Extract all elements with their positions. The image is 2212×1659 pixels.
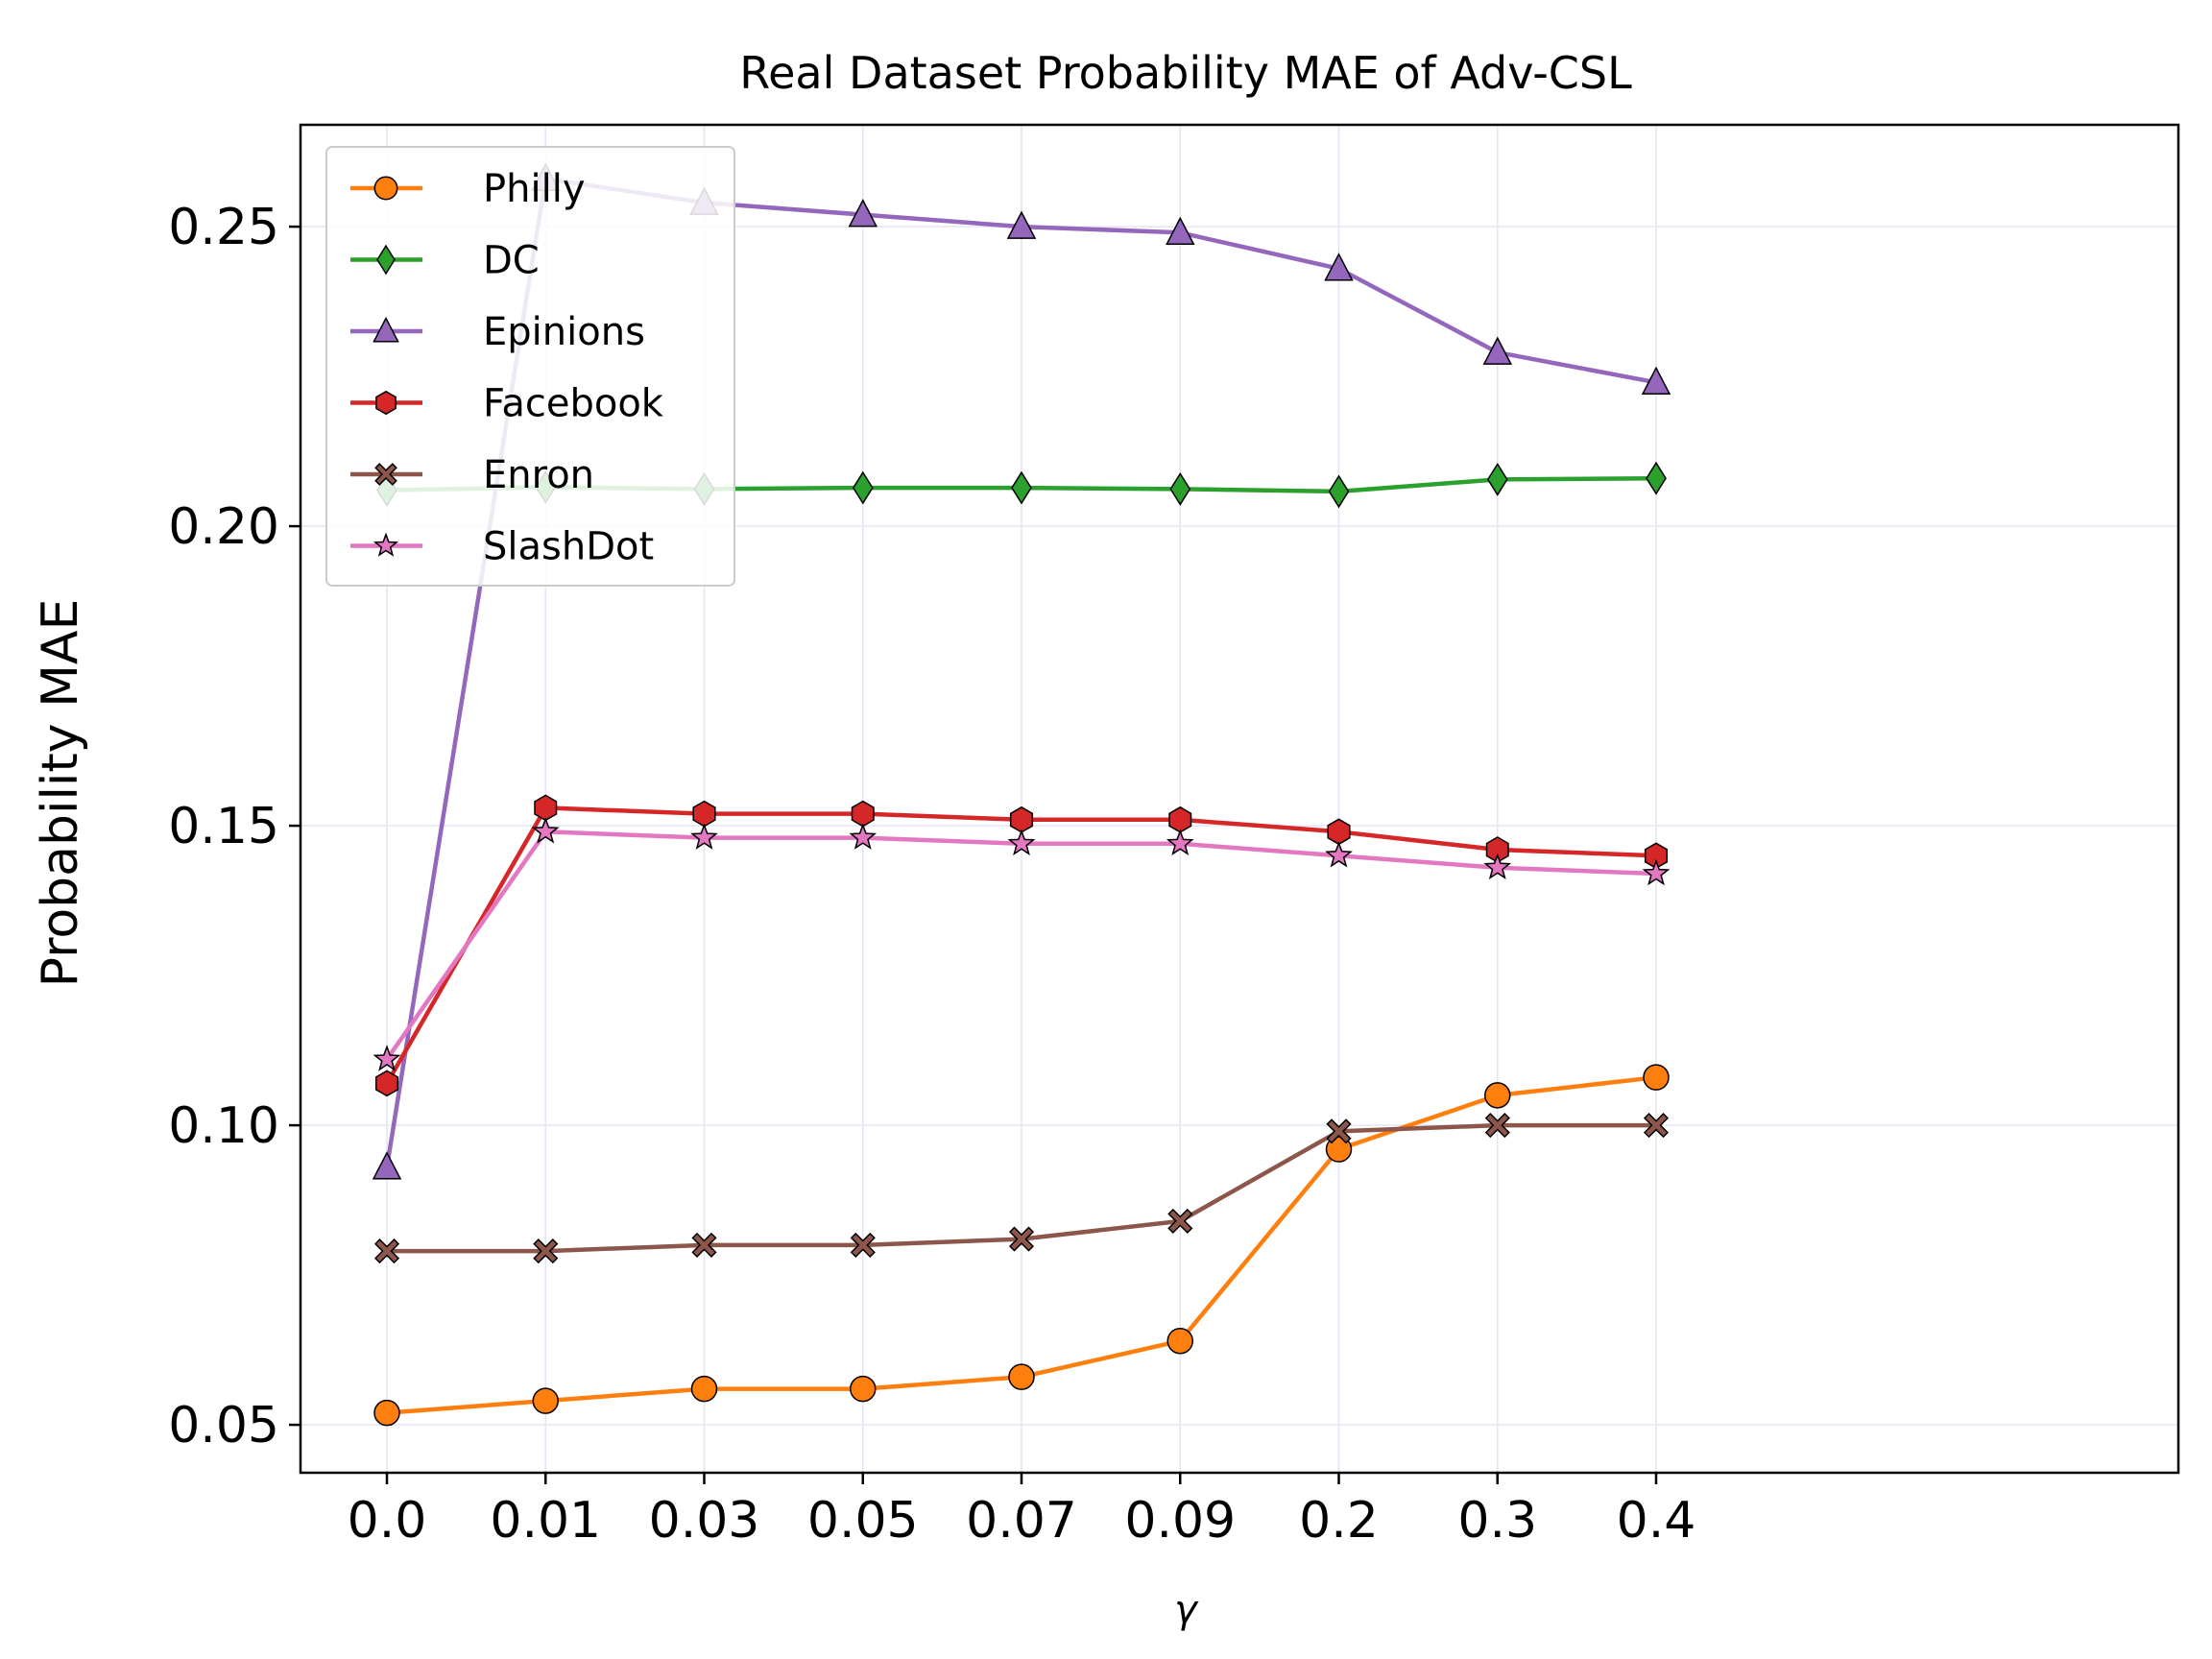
series-layer	[372, 162, 1671, 1427]
data-point-enron	[1167, 1208, 1193, 1234]
data-point-facebook	[851, 800, 875, 828]
data-point-enron	[1643, 1113, 1670, 1139]
data-point-facebook	[692, 800, 716, 828]
data-point-facebook	[1327, 818, 1351, 846]
legend-marker-enron	[374, 463, 397, 486]
data-point-slashdot	[1166, 829, 1194, 856]
data-point-dc	[1169, 471, 1191, 506]
legend-label-slashdot: SlashDot	[483, 525, 654, 569]
data-point-dc	[1486, 462, 1508, 496]
legend-label-enron: Enron	[483, 453, 594, 497]
data-point-dc	[1011, 470, 1032, 505]
x-tick-label: 0.05	[807, 1492, 919, 1550]
data-point-slashdot	[1007, 829, 1036, 856]
y-tick-label: 0.25	[168, 199, 279, 256]
x-tick-label: 0.03	[649, 1492, 760, 1550]
data-point-enron	[691, 1232, 717, 1258]
data-point-philly	[1166, 1327, 1193, 1355]
data-point-enron	[850, 1232, 876, 1258]
x-tick-label: 0.09	[1124, 1492, 1236, 1550]
y-axis-ticks: 0.05 0.10 0.15 0.20 0.25	[168, 199, 301, 1455]
legend: Philly DC Epinions Facebook Enron SlashDot	[325, 146, 735, 587]
y-tick-label: 0.20	[168, 498, 279, 556]
y-tick-label: 0.15	[168, 798, 279, 855]
data-point-slashdot	[1325, 841, 1353, 868]
legend-marker-dc	[376, 244, 396, 276]
y-axis-label: Probability MAE	[32, 599, 89, 988]
data-point-epinions	[1641, 366, 1671, 396]
y-tick-label: 0.10	[168, 1097, 279, 1155]
data-point-enron	[1484, 1113, 1510, 1139]
series-philly	[373, 1064, 1670, 1427]
plot-frame	[299, 123, 2180, 1475]
data-point-philly	[690, 1375, 718, 1403]
legend-marker-slashdot	[373, 532, 399, 557]
data-point-enron	[373, 1238, 400, 1264]
legend-marker-philly	[373, 176, 398, 201]
data-point-philly	[532, 1387, 559, 1414]
data-point-facebook	[534, 794, 558, 822]
legend-marker-facebook	[375, 390, 397, 416]
x-tick-label: 0.01	[490, 1492, 601, 1550]
legend-box	[325, 146, 735, 587]
data-point-epinions	[1166, 216, 1195, 246]
data-point-slashdot	[849, 823, 878, 850]
x-tick-label: 0.3	[1457, 1492, 1537, 1550]
legend-label-dc: DC	[483, 239, 540, 283]
legend-marker-epinions	[373, 316, 399, 343]
data-point-facebook	[1168, 805, 1192, 833]
data-point-philly	[1008, 1363, 1035, 1390]
data-point-epinions	[372, 1151, 402, 1180]
data-point-epinions	[1006, 210, 1037, 239]
data-point-enron	[1008, 1226, 1035, 1252]
chart-title: Real Dataset Probability MAE of Adv-CSL	[739, 47, 1632, 99]
data-point-slashdot	[1483, 853, 1512, 880]
legend-label-epinions: Epinions	[483, 310, 645, 354]
x-tick-label: 0.0	[348, 1492, 427, 1550]
data-point-slashdot	[531, 817, 560, 844]
legend-label-facebook: Facebook	[483, 382, 664, 426]
data-point-slashdot	[690, 823, 718, 850]
data-point-slashdot	[373, 1045, 401, 1071]
x-axis-label: γ	[1174, 1588, 1199, 1632]
data-point-philly	[1484, 1082, 1511, 1109]
x-tick-label: 0.4	[1617, 1492, 1696, 1550]
series-slashdot	[373, 817, 1671, 1071]
data-point-epinions	[1324, 252, 1354, 281]
data-point-enron	[1326, 1118, 1352, 1144]
data-point-philly	[1643, 1064, 1670, 1091]
y-tick-label: 0.05	[168, 1397, 279, 1455]
data-point-facebook	[374, 1070, 399, 1097]
legend-label-philly: Philly	[483, 167, 585, 211]
data-point-facebook	[1009, 805, 1034, 833]
data-point-dc	[852, 470, 874, 505]
data-point-dc	[1646, 461, 1667, 495]
data-point-slashdot	[1642, 858, 1671, 886]
data-point-epinions	[1482, 336, 1513, 365]
data-point-enron	[533, 1238, 559, 1264]
data-point-epinions	[848, 198, 878, 228]
x-axis-ticks: 0.0 0.01 0.03 0.05 0.07 0.09 0.2 0.3 0.4	[348, 1473, 1696, 1550]
x-tick-label: 0.07	[966, 1492, 1077, 1550]
data-point-philly	[1325, 1136, 1353, 1163]
x-tick-label: 0.2	[1299, 1492, 1379, 1550]
series-enron	[373, 1113, 1670, 1264]
data-point-philly	[373, 1399, 400, 1427]
data-point-dc	[1328, 474, 1350, 509]
data-point-philly	[850, 1375, 877, 1403]
